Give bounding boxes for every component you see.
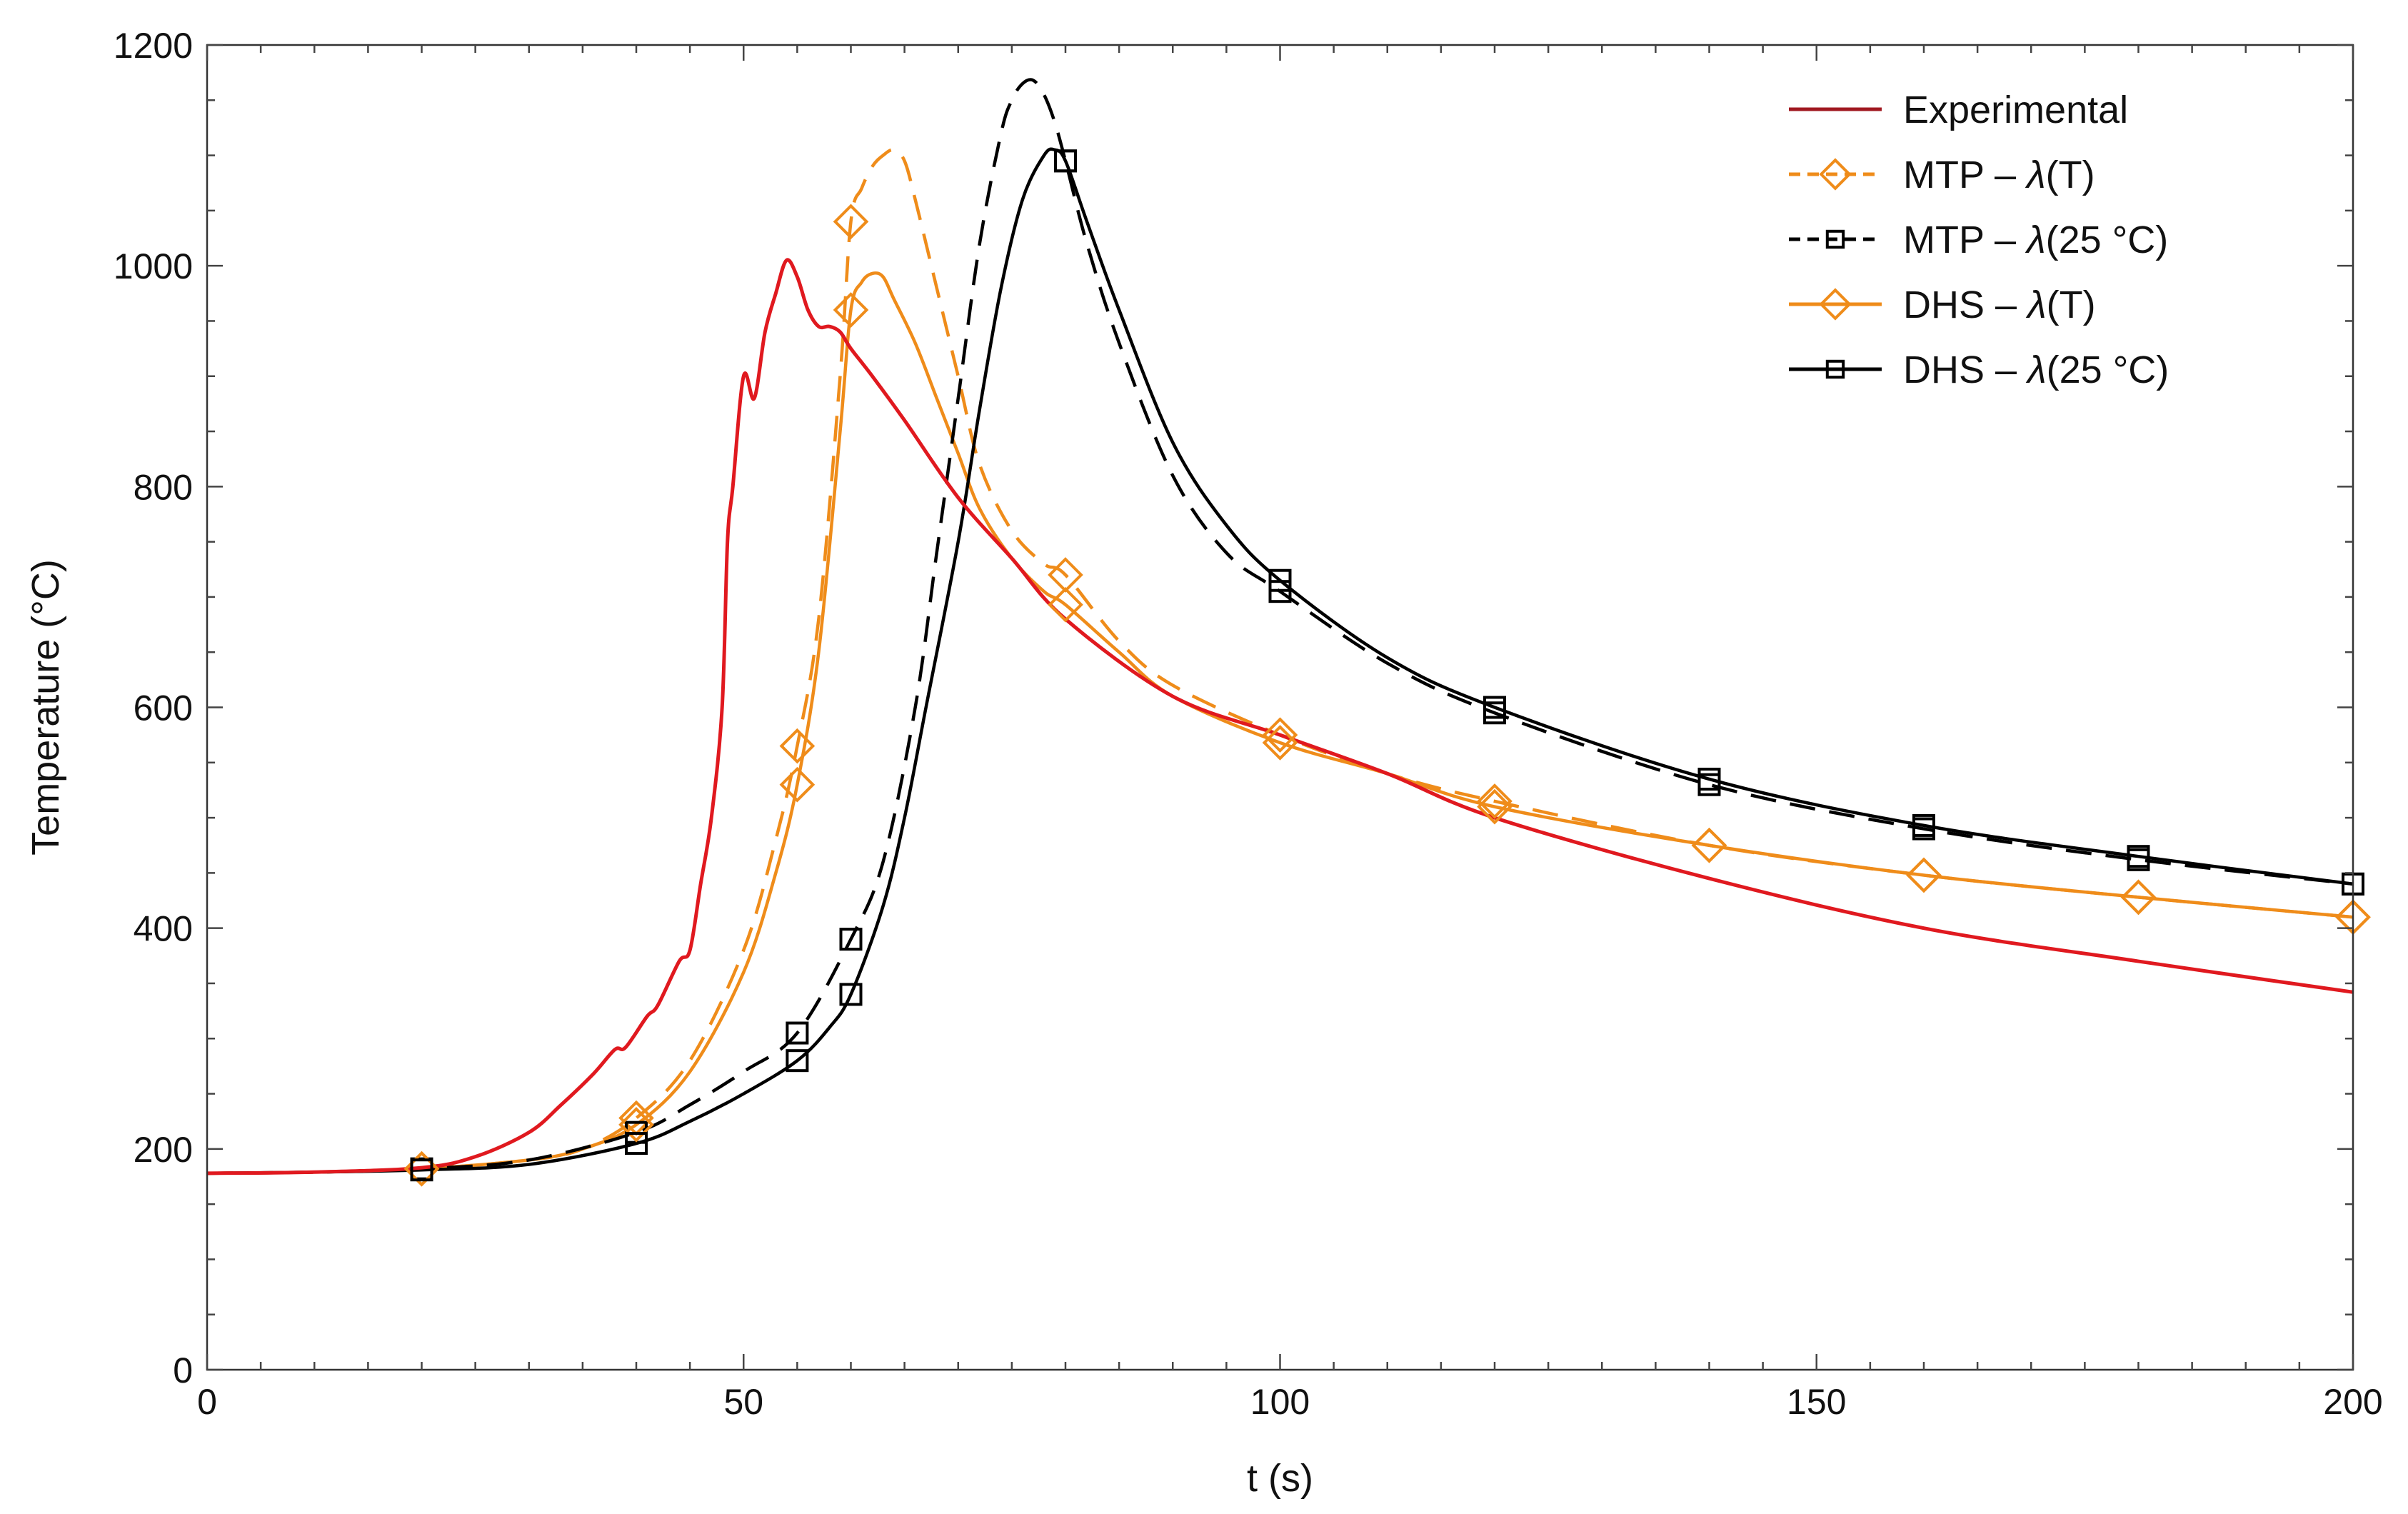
x-tick-label: 150 xyxy=(1787,1382,1846,1422)
x-tick-label: 50 xyxy=(723,1382,763,1422)
series-line-0 xyxy=(207,258,2353,1175)
y-axis-title: Temperature (°C) xyxy=(24,559,67,856)
data-point-marker xyxy=(1906,857,1942,893)
series-0 xyxy=(207,258,2353,1175)
series-markers-4 xyxy=(410,149,2364,1182)
x-tick-label: 200 xyxy=(2323,1382,2382,1422)
x-tick-label: 0 xyxy=(197,1382,217,1422)
plot-area xyxy=(207,78,2371,1187)
legend-label: MTP – λ(25 °C) xyxy=(1903,219,2168,261)
series-markers-3 xyxy=(403,292,2371,1187)
y-tick-label: 1000 xyxy=(114,246,193,286)
series-3 xyxy=(207,271,2353,1175)
data-point-marker xyxy=(410,1158,433,1182)
series-line-3 xyxy=(207,271,2353,1175)
legend-label: DHS – λ(T) xyxy=(1903,284,2096,326)
data-point-marker xyxy=(1268,568,1292,592)
series-2 xyxy=(207,78,2353,1175)
y-tick-label: 400 xyxy=(134,909,193,949)
data-point-marker xyxy=(1262,725,1298,761)
data-point-marker xyxy=(618,1106,654,1143)
series-4 xyxy=(207,147,2353,1175)
series-line-2 xyxy=(207,78,2353,1175)
data-point-marker xyxy=(1912,813,1935,837)
y-tick-label: 1200 xyxy=(114,26,193,66)
data-point-marker xyxy=(833,292,869,328)
legend-item: MTP – λ(T) xyxy=(1789,154,2095,196)
data-point-marker xyxy=(1483,696,1506,719)
data-point-marker xyxy=(1054,149,1077,173)
legend-swatch-marker xyxy=(1819,288,1852,321)
legend-swatch-marker xyxy=(1819,158,1852,191)
y-tick-label: 200 xyxy=(134,1130,193,1170)
legend-label: DHS – λ(25 °C) xyxy=(1903,349,2169,391)
y-tick-label: 0 xyxy=(173,1350,193,1390)
legend: Experimental MTP – λ(T) MTP – λ(25 °C) DHS … xyxy=(1789,89,2169,391)
legend-label: Experimental xyxy=(1903,89,2128,131)
data-point-marker xyxy=(2120,879,2157,916)
legend-item: Experimental xyxy=(1789,89,2128,131)
legend-item: MTP – λ(25 °C) xyxy=(1789,219,2168,261)
legend-label: MTP – λ(T) xyxy=(1903,154,2095,196)
data-point-marker xyxy=(833,204,869,240)
data-point-marker xyxy=(1697,767,1721,791)
x-tick-label: 100 xyxy=(1250,1382,1310,1422)
x-axis-title: t (s) xyxy=(1247,1457,1313,1500)
data-point-marker xyxy=(1691,827,1727,863)
data-point-marker xyxy=(625,1132,648,1155)
y-tick-label: 600 xyxy=(134,688,193,728)
data-point-marker xyxy=(1477,783,1512,819)
data-point-marker xyxy=(1262,717,1298,753)
axes: 0 50 100 150 200 0 200 400 600 800 1000 1200 t (s) Te… xyxy=(24,26,2383,1500)
data-point-marker xyxy=(839,983,863,1006)
data-point-marker xyxy=(786,1049,809,1073)
y-tick-label: 800 xyxy=(134,467,193,507)
data-point-marker xyxy=(779,728,816,764)
data-point-marker xyxy=(2127,845,2150,868)
legend-swatch-marker xyxy=(1825,229,1845,249)
data-point-marker xyxy=(786,1021,809,1045)
legend-swatch-marker xyxy=(1825,359,1845,379)
data-point-marker xyxy=(779,766,816,803)
data-point-marker xyxy=(1477,788,1512,825)
data-point-marker xyxy=(839,928,863,951)
legend-item: DHS – λ(T) xyxy=(1789,284,2096,326)
series-line-4 xyxy=(207,147,2353,1175)
data-point-marker xyxy=(1048,586,1083,623)
legend-item: DHS – λ(25 °C) xyxy=(1789,349,2169,391)
